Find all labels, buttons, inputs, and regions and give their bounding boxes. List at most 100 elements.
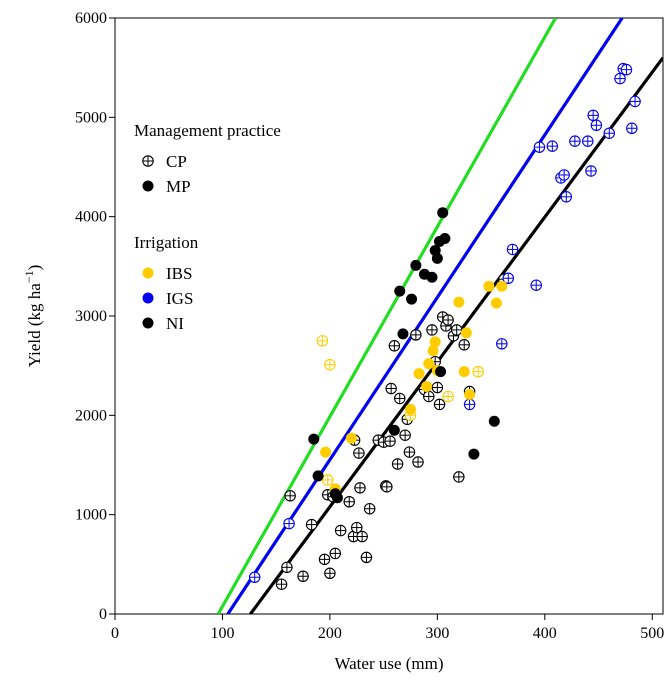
x-axis-ticks: 0 100 200 300 400 500 <box>111 614 664 642</box>
legend: Management practice CP MP Irrigation IBS… <box>134 121 281 333</box>
data-point <box>353 447 365 459</box>
data-point <box>283 517 295 530</box>
legend-mp-label: MP <box>166 177 191 196</box>
y-axis-label-close: ) <box>25 265 44 271</box>
data-point <box>496 338 508 350</box>
data-point <box>324 567 336 580</box>
data-point <box>472 365 484 378</box>
data-point <box>393 392 406 405</box>
legend-igs-label: IGS <box>166 289 193 308</box>
data-point <box>381 481 393 493</box>
data-point <box>421 381 433 393</box>
data-point <box>490 297 502 309</box>
data-point <box>297 570 309 583</box>
data-point <box>458 339 470 351</box>
data-point <box>363 502 376 515</box>
data-point <box>483 280 495 292</box>
data-point <box>453 296 465 308</box>
legend-ni-label: NI <box>166 314 184 333</box>
data-point <box>614 72 626 85</box>
series-cp-ibs <box>316 335 484 486</box>
y-tick-label: 2000 <box>75 407 107 424</box>
series-cp-igs <box>248 62 641 583</box>
data-point <box>410 259 422 271</box>
data-point <box>468 448 480 460</box>
data-point <box>284 490 296 502</box>
legend-item-ibs: IBS <box>142 264 192 283</box>
data-point <box>460 327 472 339</box>
data-point <box>433 398 446 411</box>
y-axis-label-main: Yield (kg ha <box>25 283 44 367</box>
data-point <box>406 293 418 305</box>
y-tick-label: 4000 <box>75 209 107 226</box>
data-point <box>431 381 444 394</box>
data-point <box>312 470 324 482</box>
y-tick-label: 3000 <box>75 308 107 325</box>
data-point <box>431 252 443 264</box>
legend-igs-marker <box>142 292 154 304</box>
y-axis-ticks: 0 1000 2000 3000 4000 5000 6000 <box>75 10 115 623</box>
data-point <box>450 324 463 336</box>
legend-item-cp: CP <box>142 152 187 171</box>
y-tick-label: 0 <box>99 606 107 623</box>
data-point <box>404 403 416 415</box>
data-point <box>334 524 347 537</box>
data-point <box>412 456 424 468</box>
data-point <box>423 358 435 370</box>
data-point <box>590 119 603 132</box>
legend-item-igs: IGS <box>142 289 193 308</box>
data-point <box>324 358 336 371</box>
data-point <box>437 207 449 219</box>
legend-item-ni: NI <box>142 314 184 333</box>
regression-line-2 <box>226 18 624 614</box>
regression-line-1 <box>216 18 557 614</box>
data-point <box>318 553 331 566</box>
data-point <box>502 272 515 285</box>
data-point <box>360 551 373 564</box>
data-point <box>488 415 500 427</box>
data-point <box>558 169 570 181</box>
data-point <box>403 446 416 458</box>
data-point <box>560 191 573 203</box>
data-point <box>435 366 447 378</box>
data-point <box>426 324 438 336</box>
data-points <box>248 62 641 590</box>
data-point <box>496 280 508 292</box>
series-mp-ni <box>308 207 500 504</box>
x-axis-label: Water use (mm) <box>334 654 443 673</box>
legend-ibs-marker <box>142 267 154 279</box>
data-point <box>308 433 320 445</box>
data-point <box>394 285 406 297</box>
x-tick-label: 0 <box>111 625 119 642</box>
legend-item-mp: MP <box>142 177 191 196</box>
data-point <box>626 122 638 135</box>
x-tick-label: 200 <box>318 625 342 642</box>
data-point <box>569 135 581 147</box>
data-point <box>385 382 397 395</box>
y-axis-label: Yield (kg ha−1) <box>22 265 44 368</box>
data-point <box>530 279 542 291</box>
series-cp-ni <box>275 273 510 590</box>
data-point <box>442 314 454 326</box>
legend-cp-label: CP <box>166 152 187 171</box>
y-tick-label: 1000 <box>75 507 107 524</box>
data-point <box>410 329 422 341</box>
y-axis-label-sup: −1 <box>22 270 36 283</box>
y-tick-label: 6000 <box>75 10 107 27</box>
legend-mp-marker <box>142 180 154 192</box>
series-mp-ibs <box>320 280 508 495</box>
data-point <box>587 109 599 122</box>
data-point <box>356 530 368 543</box>
plot-area <box>114 17 664 615</box>
legend-ibs-label: IBS <box>166 264 192 283</box>
data-point <box>426 271 438 283</box>
legend-cp-symbol <box>142 155 154 167</box>
data-point <box>399 429 411 441</box>
data-point <box>506 243 519 256</box>
data-point <box>248 571 261 583</box>
x-tick-label: 300 <box>425 625 449 642</box>
legend-cp-marker <box>142 155 154 167</box>
x-tick-label: 100 <box>210 625 234 642</box>
data-point <box>343 496 355 508</box>
legend-irrigation-title: Irrigation <box>134 233 199 252</box>
